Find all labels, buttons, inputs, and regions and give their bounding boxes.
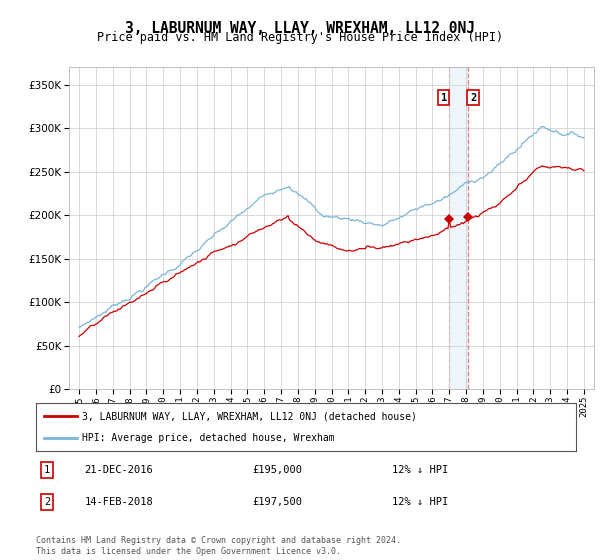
Text: 12% ↓ HPI: 12% ↓ HPI bbox=[392, 465, 449, 475]
Text: 1: 1 bbox=[440, 92, 447, 102]
Text: £195,000: £195,000 bbox=[252, 465, 302, 475]
Text: HPI: Average price, detached house, Wrexham: HPI: Average price, detached house, Wrex… bbox=[82, 433, 335, 443]
Text: 3, LABURNUM WAY, LLAY, WREXHAM, LL12 0NJ: 3, LABURNUM WAY, LLAY, WREXHAM, LL12 0NJ bbox=[125, 21, 475, 36]
Text: 1: 1 bbox=[44, 465, 50, 475]
Text: 12% ↓ HPI: 12% ↓ HPI bbox=[392, 497, 449, 507]
Text: 2: 2 bbox=[470, 92, 476, 102]
Text: Price paid vs. HM Land Registry's House Price Index (HPI): Price paid vs. HM Land Registry's House … bbox=[97, 31, 503, 44]
Text: 3, LABURNUM WAY, LLAY, WREXHAM, LL12 0NJ (detached house): 3, LABURNUM WAY, LLAY, WREXHAM, LL12 0NJ… bbox=[82, 411, 417, 421]
Text: 2: 2 bbox=[44, 497, 50, 507]
Text: 21-DEC-2016: 21-DEC-2016 bbox=[85, 465, 154, 475]
Text: Contains HM Land Registry data © Crown copyright and database right 2024.
This d: Contains HM Land Registry data © Crown c… bbox=[36, 536, 401, 556]
Text: 14-FEB-2018: 14-FEB-2018 bbox=[85, 497, 154, 507]
Text: £197,500: £197,500 bbox=[252, 497, 302, 507]
Bar bbox=[449, 67, 468, 389]
